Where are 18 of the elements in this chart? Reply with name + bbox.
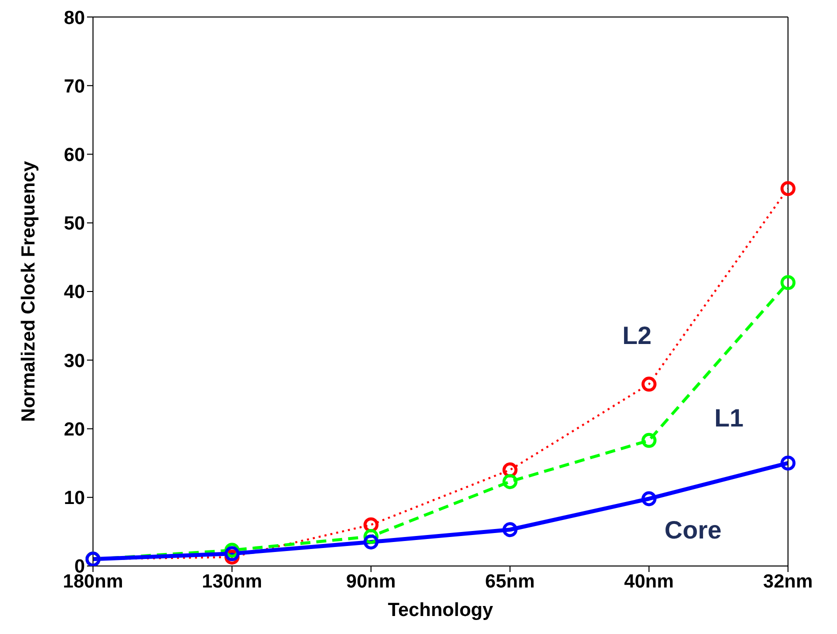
y-tick-label: 30 [64, 350, 85, 372]
x-tick-label: 130nm [202, 571, 262, 592]
x-tick-label: 90nm [346, 571, 396, 592]
x-tick-label: 32nm [763, 571, 813, 592]
x-axis-title: Technology [388, 600, 494, 621]
y-tick-label: 50 [64, 214, 85, 235]
series-label: L1 [714, 404, 744, 432]
series-label: Core [664, 516, 722, 545]
y-tick-label: 10 [64, 488, 85, 510]
y-tick-label: 70 [64, 76, 85, 98]
x-tick-label: 65nm [485, 571, 535, 592]
series-label: L2 [622, 322, 652, 350]
y-axis-title: Normalized Clock Frequency [18, 160, 40, 422]
y-tick-label: 80 [64, 8, 85, 29]
y-tick-label: 20 [64, 419, 85, 440]
x-tick-label: 40nm [624, 571, 674, 592]
y-tick-label: 40 [64, 282, 85, 304]
y-tick-label: 60 [64, 144, 85, 166]
